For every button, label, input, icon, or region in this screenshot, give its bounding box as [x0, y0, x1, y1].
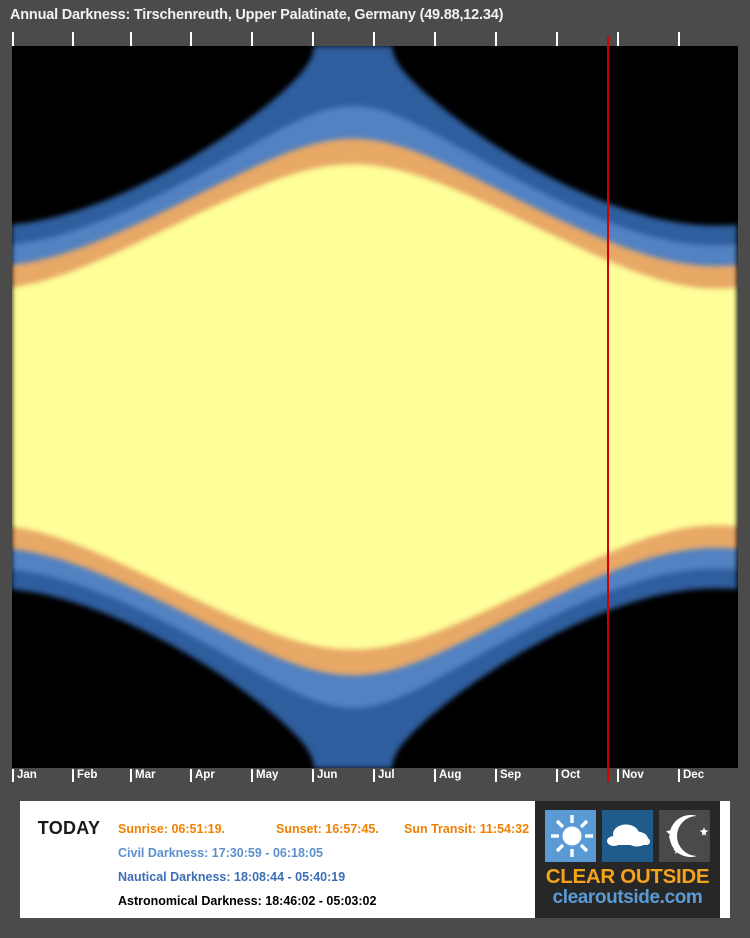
- tick-top-feb: [72, 32, 74, 46]
- month-label-oct: Oct: [561, 769, 581, 781]
- sunset-value: Sunset: 16:57:45.: [276, 822, 379, 836]
- logo-brand-line1: CLEAR OUTSIDE: [545, 865, 710, 888]
- today-label: TODAY: [37, 818, 101, 838]
- today-info-panel: TODAY Sunrise: 06:51:19. Sunset: 16:57:4…: [20, 801, 730, 918]
- logo-icon-row: [545, 810, 710, 862]
- tick-bottom-feb: [72, 769, 74, 782]
- astronomical-darkness-value: Astronomical Darkness: 18:46:02 - 05:03:…: [118, 894, 377, 908]
- tick-top-jan: [12, 32, 14, 46]
- today-column: TODAY: [20, 801, 118, 918]
- month-label-sep: Sep: [500, 769, 522, 781]
- nautical-darkness-value: Nautical Darkness: 18:08:44 - 05:40:19: [118, 870, 346, 884]
- month-label-feb: Feb: [77, 769, 98, 781]
- month-label-aug: Aug: [439, 769, 462, 781]
- tick-top-oct: [556, 32, 558, 46]
- month-label-may: May: [256, 769, 279, 781]
- tick-bottom-may: [251, 769, 253, 782]
- sun-times-row: Sunrise: 06:51:19. Sunset: 16:57:45. Sun…: [118, 817, 730, 841]
- tick-bottom-jan: [12, 769, 14, 782]
- annual-darkness-plot[interactable]: [12, 46, 738, 768]
- tick-top-mar: [130, 32, 132, 46]
- tick-top-dec: [678, 32, 680, 46]
- month-label-jun: Jun: [317, 769, 338, 781]
- civil-darkness-value: Civil Darkness: 17:30:59 - 06:18:05: [118, 846, 323, 860]
- tick-top-sep: [495, 32, 497, 46]
- tick-bottom-apr: [190, 769, 192, 782]
- sun-icon: [545, 810, 596, 862]
- tick-bottom-mar: [130, 769, 132, 782]
- clear-outside-logo[interactable]: CLEAR OUTSIDE clearoutside.com: [535, 801, 720, 918]
- month-label-jul: Jul: [378, 769, 395, 781]
- cloud-icon: [602, 810, 653, 862]
- tick-bottom-nov: [617, 769, 619, 782]
- tick-top-jul: [373, 32, 375, 46]
- month-label-apr: Apr: [195, 769, 215, 781]
- tick-bottom-jun: [312, 769, 314, 782]
- month-label-mar: Mar: [135, 769, 156, 781]
- tick-top-nov: [617, 32, 619, 46]
- month-label-nov: Nov: [622, 769, 644, 781]
- tick-top-apr: [190, 32, 192, 46]
- tick-top-aug: [434, 32, 436, 46]
- tick-bottom-aug: [434, 769, 436, 782]
- today-details: Sunrise: 06:51:19. Sunset: 16:57:45. Sun…: [118, 801, 730, 918]
- tick-top-jun: [312, 32, 314, 46]
- month-label-dec: Dec: [683, 769, 705, 781]
- tick-bottom-dec: [678, 769, 680, 782]
- page-title: Annual Darkness: Tirschenreuth, Upper Pa…: [10, 7, 504, 23]
- tick-top-may: [251, 32, 253, 46]
- darkness-bands-canvas: [12, 46, 738, 768]
- tick-bottom-sep: [495, 769, 497, 782]
- tick-bottom-oct: [556, 769, 558, 782]
- sun-transit-value: Sun Transit: 11:54:32: [404, 822, 530, 836]
- logo-brand-line2: clearoutside.com: [552, 887, 703, 908]
- sunrise-value: Sunrise: 06:51:19.: [118, 822, 225, 836]
- month-label-jan: Jan: [17, 769, 37, 781]
- tick-bottom-jul: [373, 769, 375, 782]
- moon-stars-icon: [659, 810, 710, 862]
- today-marker-line: [607, 36, 609, 782]
